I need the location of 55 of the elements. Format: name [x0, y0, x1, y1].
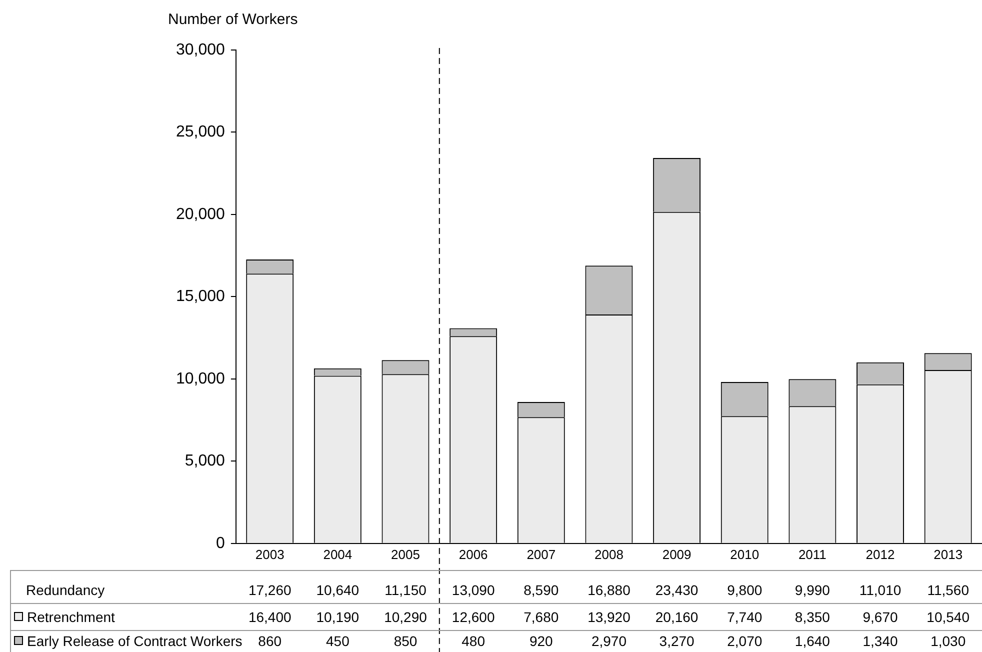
data-label: 1,030 [930, 633, 966, 649]
text: 11,150 [384, 582, 427, 598]
x-tick-label: 2005 [391, 546, 420, 562]
x-tick-label: 2007 [526, 546, 556, 562]
data-label: 8,350 [794, 609, 830, 625]
y-tick-label: 30,000 [176, 41, 226, 58]
data-label: 1,340 [862, 633, 898, 649]
text: 16,880 [588, 582, 631, 598]
text: 11,560 [927, 582, 970, 598]
text: 8,590 [524, 582, 559, 598]
text: Redundancy [26, 582, 105, 598]
data-label: 860 [258, 633, 282, 649]
legend-label: Early Release of Contract Workers [27, 633, 242, 649]
legend-label: Retrenchment [27, 609, 116, 625]
data-label: 450 [326, 633, 350, 649]
data-label: 7,680 [524, 609, 559, 625]
data-label: 12,600 [452, 609, 495, 625]
x-tick-label: 2004 [323, 546, 352, 562]
data-label: 16,400 [248, 609, 292, 625]
x-tick-label: 2010 [730, 546, 760, 562]
y-tick-label: 10,000 [176, 370, 226, 388]
x-tick-label: 2008 [594, 546, 624, 562]
text: 17,260 [248, 582, 292, 598]
data-label: 920 [529, 633, 554, 649]
text: 9,990 [794, 582, 830, 598]
x-tick-label: 2003 [255, 546, 284, 562]
text: 11,010 [859, 582, 902, 598]
data-label: 20,160 [655, 609, 698, 625]
text: 13,090 [452, 582, 495, 598]
data-label: 480 [462, 633, 486, 649]
text: 23,430 [655, 582, 698, 598]
data-label: 850 [394, 633, 418, 649]
y-tick-label: 25,000 [176, 124, 226, 141]
y-axis-title: Number of Workers [168, 11, 298, 28]
data-label: 10,290 [384, 609, 428, 625]
x-tick-label: 2009 [662, 546, 692, 562]
data-label: 9,670 [862, 609, 898, 625]
y-tick-label: 5,000 [184, 452, 226, 470]
text: 9,800 [727, 582, 762, 598]
data-label: 2,070 [727, 633, 762, 649]
y-tick-label: 0 [216, 534, 226, 552]
y-tick-label: 20,000 [176, 206, 226, 223]
data-label: 3,270 [659, 633, 695, 649]
x-tick-label: 2012 [866, 546, 895, 562]
data-label: 2,970 [591, 633, 627, 649]
x-tick-label: 2011 [798, 546, 826, 562]
text: 10,640 [316, 582, 360, 598]
data-label: 10,540 [926, 609, 970, 625]
data-label: 7,740 [727, 609, 762, 625]
data-label: 13,920 [588, 609, 631, 625]
data-label: 10,190 [316, 609, 360, 625]
data-label: 1,640 [794, 633, 830, 649]
x-tick-label: 2013 [934, 546, 963, 562]
y-tick-label: 15,000 [176, 288, 226, 306]
x-tick-label: 2006 [458, 546, 488, 562]
